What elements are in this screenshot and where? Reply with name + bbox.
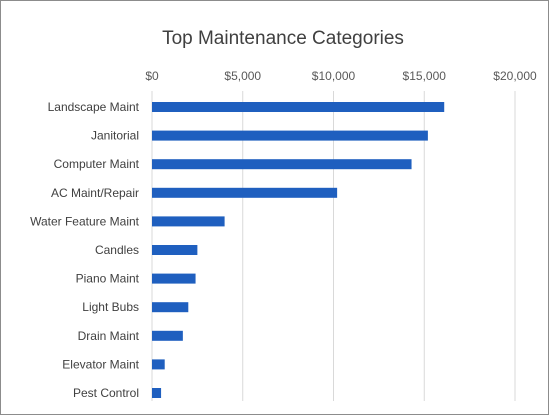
category-label: Drain Maint	[78, 329, 140, 343]
bar	[152, 102, 445, 112]
x-axis-ticks: $0 $5,000 $10,000 $15,000 $20,000	[145, 69, 537, 83]
bars	[152, 102, 445, 398]
category-label: Pest Control	[73, 386, 139, 400]
category-label: Landscape Maint	[48, 100, 140, 114]
category-label: Computer Maint	[54, 157, 140, 171]
bar	[152, 330, 183, 341]
category-label: AC Maint/Repair	[51, 186, 139, 200]
category-label: Light Bubs	[82, 300, 139, 314]
bar	[152, 359, 165, 370]
x-tick-label: $20,000	[493, 69, 537, 83]
bar	[152, 130, 428, 141]
x-tick-label: $0	[145, 69, 159, 83]
x-tick-label: $15,000	[403, 69, 447, 83]
category-label: Piano Maint	[76, 272, 140, 286]
bar	[152, 273, 196, 284]
category-label: Janitorial	[91, 129, 139, 143]
category-label: Water Feature Maint	[30, 214, 140, 228]
bar	[152, 245, 198, 255]
chart-title: Top Maintenance Categories	[162, 28, 404, 49]
category-label: Candles	[95, 243, 139, 257]
gridlines	[151, 91, 516, 401]
bar	[152, 302, 189, 313]
bar	[152, 159, 412, 170]
category-label: Elevator Maint	[62, 357, 139, 371]
x-tick-label: $5,000	[224, 69, 261, 83]
bar	[152, 216, 225, 227]
category-labels: Landscape Maint Janitorial Computer Maint A…	[30, 100, 140, 400]
bar	[152, 187, 338, 198]
x-tick-label: $10,000	[312, 69, 356, 83]
bar	[152, 388, 162, 398]
